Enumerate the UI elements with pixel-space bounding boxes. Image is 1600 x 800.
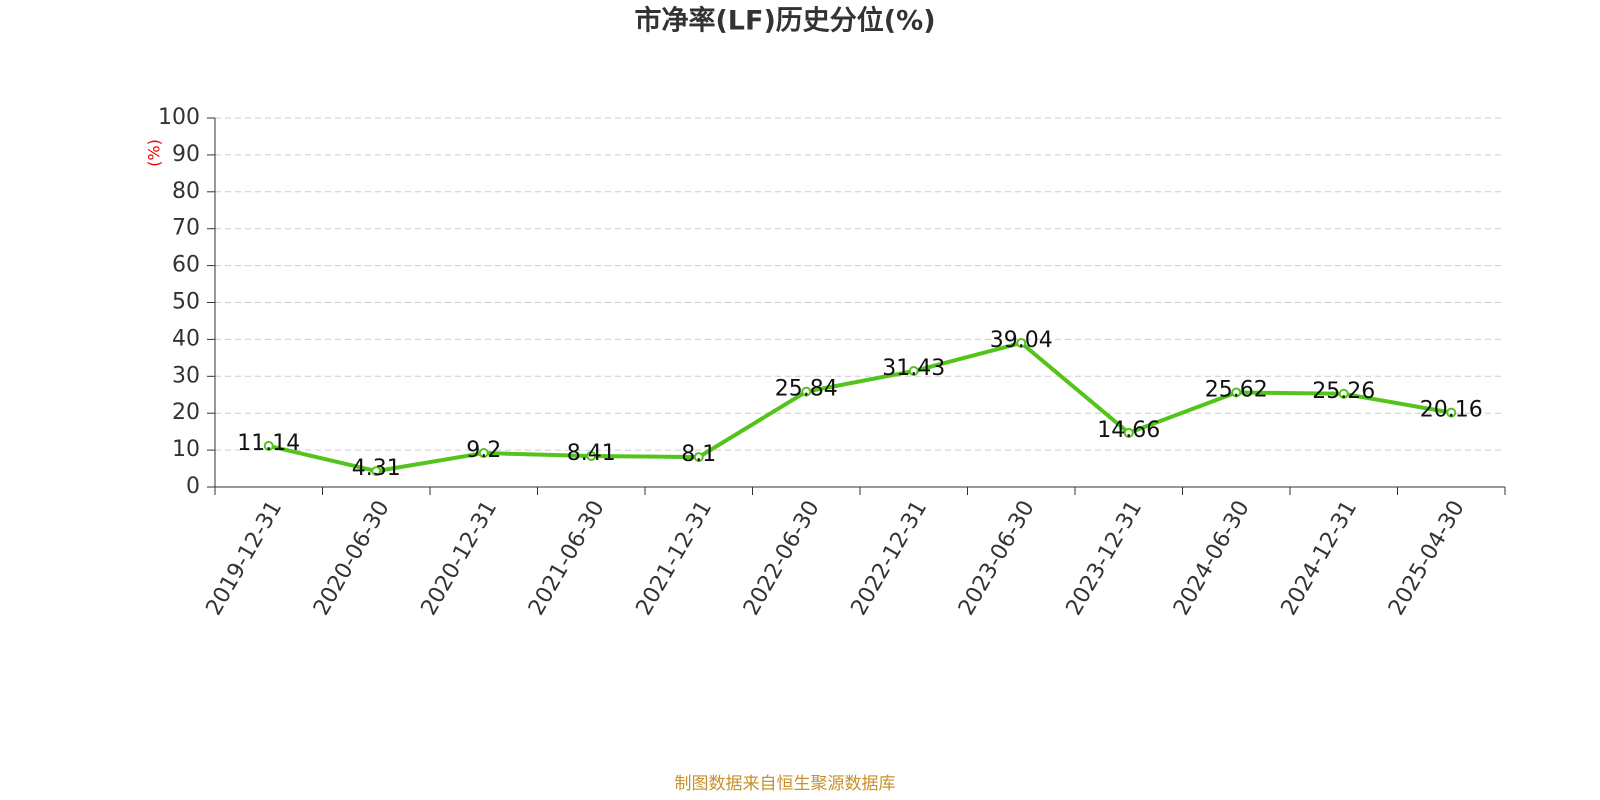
y-tick-label: 90 [172, 142, 200, 167]
data-point [1123, 427, 1134, 438]
x-tick-label: 2023-06-30 [954, 497, 1040, 620]
y-tick-label: 40 [172, 326, 200, 351]
y-tick-label: 10 [172, 437, 200, 462]
data-point [801, 386, 812, 397]
y-tick-label: 50 [172, 290, 200, 315]
data-point [908, 366, 919, 377]
y-tick-label: 80 [172, 179, 200, 204]
data-label: 8.41 [567, 441, 616, 466]
data-label: 39.04 [990, 328, 1053, 353]
x-tick-label: 2024-06-30 [1169, 497, 1255, 620]
data-label: 11.14 [237, 431, 300, 456]
data-point [263, 440, 274, 451]
data-line [268, 340, 1452, 474]
y-tick-label: 30 [172, 363, 200, 388]
data-label: 9.2 [466, 438, 501, 463]
data-point [693, 452, 704, 463]
chart-title: 市净率(LF)历史分位(%) [634, 5, 935, 37]
data-label: 20.16 [1420, 398, 1483, 423]
x-tick-label: 2020-12-31 [417, 497, 503, 620]
y-tick-label: 70 [172, 216, 200, 241]
y-tick-label: 20 [172, 400, 200, 425]
data-label: 4.31 [352, 456, 401, 481]
source-note: 制图数据来自恒生聚源数据库 [675, 774, 896, 794]
data-point [1231, 387, 1242, 398]
data-point [1446, 407, 1457, 418]
data-point [586, 450, 597, 461]
data-label: 8.1 [681, 442, 716, 467]
x-tick-label: 2022-06-30 [739, 497, 825, 620]
x-tick-label: 2021-12-31 [632, 497, 718, 620]
x-tick-label: 2024-12-31 [1277, 497, 1363, 620]
data-label: 25.84 [775, 377, 838, 402]
data-point [1016, 337, 1027, 348]
data-label: 25.26 [1312, 379, 1375, 404]
x-tick-label: 2023-12-31 [1062, 497, 1148, 620]
data-label: 25.62 [1205, 377, 1268, 402]
data-label: 14.66 [1097, 418, 1160, 443]
x-tick-label: 2025-04-30 [1384, 497, 1470, 620]
x-tick-label: 2020-06-30 [309, 497, 395, 620]
x-tick-label: 2021-06-30 [524, 497, 610, 620]
data-point [371, 466, 382, 477]
data-label: 31.43 [882, 356, 945, 381]
y-axis-label: (%) [145, 139, 164, 167]
data-point [1338, 388, 1349, 399]
x-tick-label: 2022-12-31 [847, 497, 933, 620]
y-tick-label: 60 [172, 253, 200, 278]
y-tick-label: 100 [158, 105, 200, 130]
x-tick-label: 2019-12-31 [202, 497, 288, 620]
data-point [478, 448, 489, 459]
y-tick-label: 0 [186, 474, 200, 499]
